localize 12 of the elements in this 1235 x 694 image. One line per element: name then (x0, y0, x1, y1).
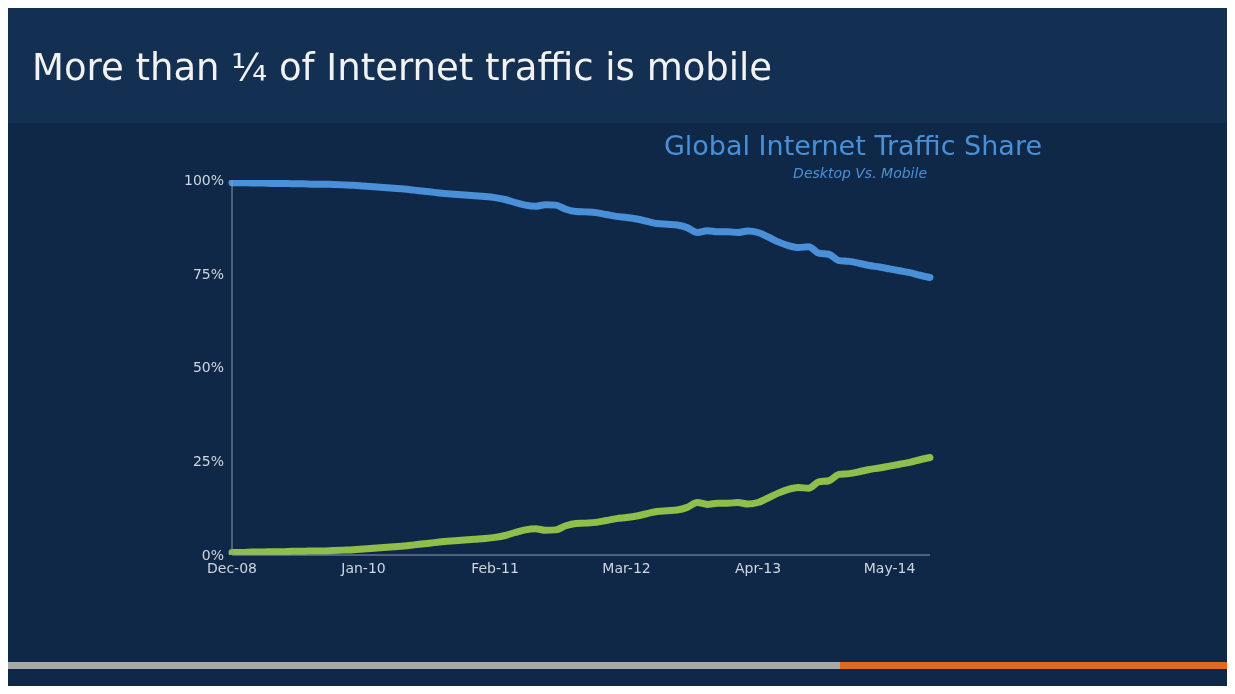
chart-title: More than ¼ of Internet traffic is mobile (32, 46, 773, 89)
x-tick-label: May-14 (863, 559, 916, 576)
y-tick-label: 50% (192, 359, 224, 376)
y-tick-label: 100% (183, 171, 224, 188)
annotation: Desktop Vs. Mobile (793, 165, 927, 181)
x-tick-label: Feb-11 (471, 559, 519, 576)
x-tick-label: Mar-12 (602, 559, 651, 576)
x-tick-label: Jan-10 (340, 559, 386, 576)
chart-subtitle: Global Internet Traffic Share (663, 130, 1042, 161)
y-tick-label: 25% (192, 453, 224, 470)
x-tick-label: Apr-13 (734, 559, 782, 576)
y-tick-label: 75% (192, 265, 224, 282)
